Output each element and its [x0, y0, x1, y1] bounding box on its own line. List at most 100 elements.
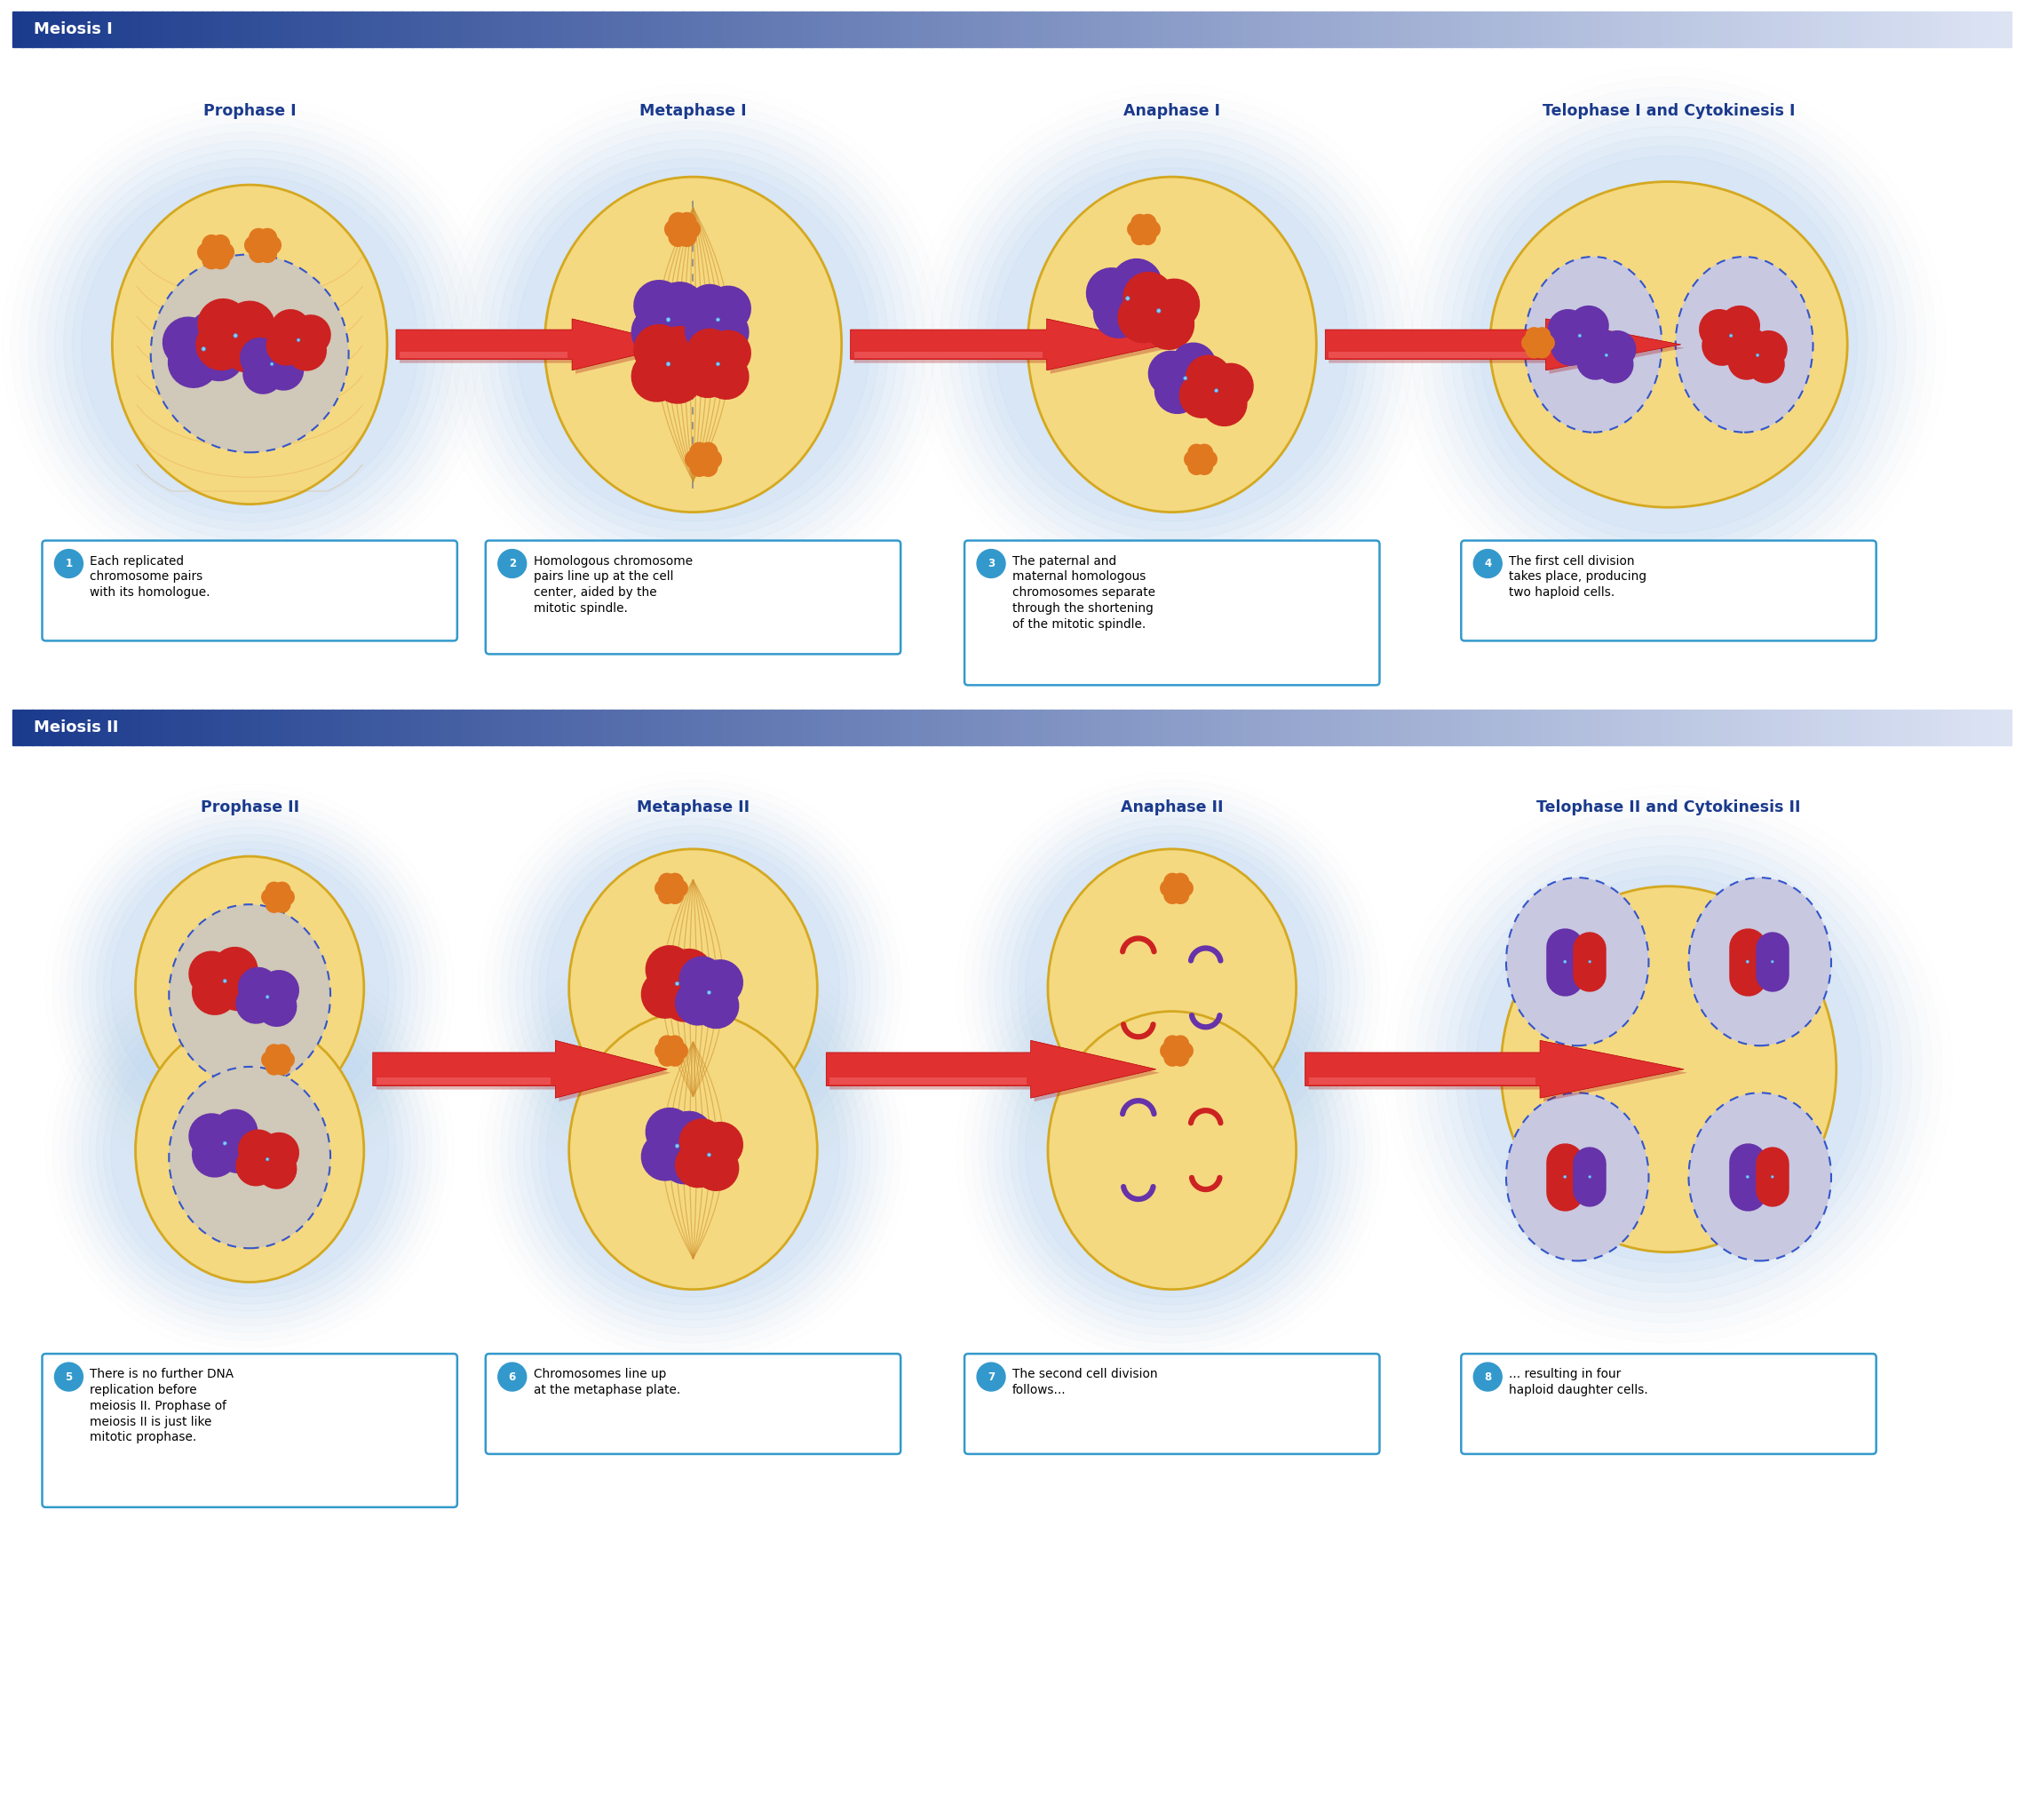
- Bar: [1242, 13, 1252, 47]
- Circle shape: [708, 990, 710, 994]
- Bar: [621, 13, 633, 47]
- Text: 3: 3: [987, 559, 995, 570]
- Bar: [1981, 710, 1993, 746]
- Bar: [1432, 13, 1442, 47]
- Bar: [1800, 710, 1813, 746]
- Bar: [172, 710, 182, 746]
- Circle shape: [500, 795, 886, 1181]
- Polygon shape: [401, 351, 568, 359]
- Bar: [1592, 710, 1602, 746]
- Bar: [931, 710, 943, 746]
- Bar: [1232, 710, 1242, 746]
- Circle shape: [47, 140, 453, 548]
- Text: 1: 1: [65, 559, 73, 570]
- Circle shape: [666, 362, 670, 366]
- Bar: [1681, 710, 1691, 746]
- Bar: [1022, 13, 1032, 47]
- Bar: [1131, 710, 1143, 746]
- Bar: [601, 710, 613, 746]
- Circle shape: [979, 795, 1366, 1181]
- Circle shape: [1009, 826, 1333, 1150]
- Bar: [1881, 13, 1892, 47]
- FancyBboxPatch shape: [486, 1354, 900, 1454]
- Circle shape: [1770, 1176, 1774, 1178]
- Circle shape: [1564, 961, 1566, 963]
- Bar: [931, 13, 943, 47]
- Bar: [212, 710, 223, 746]
- Bar: [1542, 13, 1552, 47]
- Circle shape: [508, 158, 880, 531]
- Bar: [1780, 710, 1792, 746]
- Bar: [461, 710, 473, 746]
- Bar: [1811, 710, 1823, 746]
- Bar: [1252, 710, 1262, 746]
- Ellipse shape: [136, 857, 364, 1119]
- Bar: [1361, 13, 1372, 47]
- Bar: [1821, 13, 1833, 47]
- Circle shape: [75, 976, 425, 1325]
- FancyBboxPatch shape: [42, 541, 457, 641]
- Circle shape: [75, 814, 425, 1163]
- Bar: [162, 710, 172, 746]
- Bar: [761, 710, 773, 746]
- Bar: [672, 13, 682, 47]
- Bar: [791, 13, 803, 47]
- Bar: [1001, 710, 1012, 746]
- Ellipse shape: [136, 1019, 364, 1281]
- Bar: [372, 710, 382, 746]
- Polygon shape: [1309, 1077, 1535, 1085]
- Bar: [1402, 13, 1412, 47]
- Bar: [1382, 13, 1392, 47]
- Bar: [862, 710, 872, 746]
- Bar: [1432, 710, 1442, 746]
- Bar: [631, 13, 643, 47]
- Bar: [1651, 710, 1663, 746]
- Bar: [1131, 13, 1143, 47]
- Bar: [1800, 13, 1813, 47]
- Bar: [732, 13, 742, 47]
- Circle shape: [979, 957, 1366, 1343]
- Bar: [1321, 710, 1333, 746]
- Bar: [382, 13, 392, 47]
- Bar: [641, 13, 653, 47]
- Bar: [202, 13, 212, 47]
- Circle shape: [985, 158, 1357, 531]
- Bar: [692, 710, 702, 746]
- Bar: [1970, 13, 1983, 47]
- Bar: [591, 13, 603, 47]
- Bar: [1892, 710, 1902, 746]
- Bar: [583, 13, 593, 47]
- Bar: [742, 710, 753, 746]
- Bar: [322, 710, 332, 746]
- Ellipse shape: [1689, 1092, 1831, 1261]
- Bar: [852, 710, 862, 746]
- Bar: [821, 13, 833, 47]
- Bar: [121, 710, 134, 746]
- Bar: [1641, 710, 1653, 746]
- Bar: [1960, 13, 1972, 47]
- Bar: [1552, 710, 1562, 746]
- Ellipse shape: [152, 255, 348, 453]
- Circle shape: [949, 122, 1396, 568]
- Circle shape: [1157, 309, 1161, 313]
- Bar: [172, 13, 182, 47]
- Bar: [322, 13, 332, 47]
- Bar: [1412, 13, 1422, 47]
- Bar: [502, 13, 512, 47]
- Bar: [1831, 13, 1843, 47]
- Bar: [1531, 710, 1542, 746]
- Bar: [552, 710, 562, 746]
- Polygon shape: [1305, 1041, 1683, 1097]
- Bar: [1422, 13, 1432, 47]
- Bar: [352, 13, 362, 47]
- Circle shape: [977, 149, 1368, 541]
- Bar: [53, 13, 63, 47]
- Bar: [1991, 710, 2003, 746]
- Bar: [1301, 13, 1313, 47]
- Bar: [202, 710, 212, 746]
- Circle shape: [1026, 841, 1319, 1134]
- Bar: [471, 710, 483, 746]
- Bar: [611, 13, 623, 47]
- Bar: [1671, 13, 1681, 47]
- Circle shape: [67, 968, 433, 1332]
